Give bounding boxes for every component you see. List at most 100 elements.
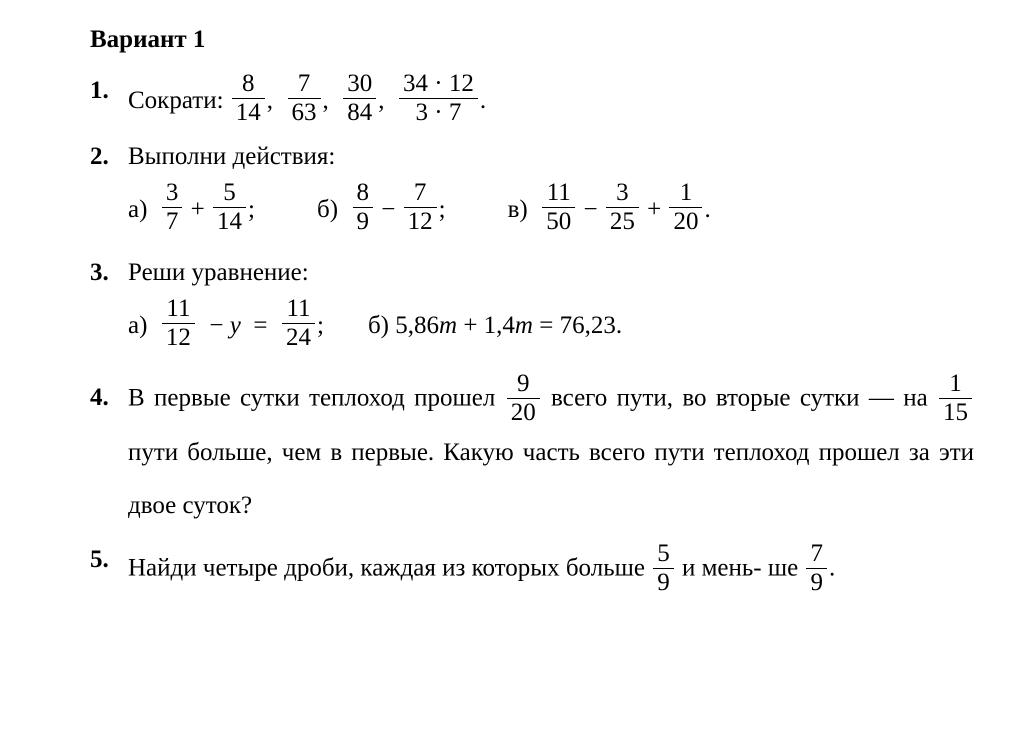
numerator: 11	[282, 296, 315, 324]
denominator: 20	[507, 399, 540, 426]
problem-2b: б) 8 9 − 7 12 ;	[317, 182, 446, 238]
problem-number: 5.	[90, 542, 122, 577]
fraction: 7 63	[288, 71, 321, 127]
numerator: 8	[353, 180, 374, 208]
denominator: 7	[162, 208, 183, 235]
denominator: 9	[806, 569, 827, 596]
text: сутки — на	[800, 384, 928, 411]
numerator: 5	[213, 180, 246, 208]
numerator: 11	[542, 180, 575, 208]
problem-number: 1.	[90, 73, 122, 108]
numerator: 9	[507, 371, 540, 399]
problem-number: 3.	[90, 255, 122, 290]
denominator: 20	[669, 208, 702, 235]
denominator: 14	[213, 208, 246, 235]
problem-2c: в) 11 50 − 3 25 + 1 20 .	[508, 182, 711, 238]
problem-3a: а) 11 12 − y = 11 24 ;	[128, 298, 324, 354]
fraction: 3 25	[606, 180, 639, 236]
numerator: 1	[669, 180, 702, 208]
fraction: 34 · 12 3 · 7	[399, 71, 478, 127]
denominator: 12	[404, 208, 437, 235]
tail: ;	[317, 308, 324, 343]
op: −	[583, 192, 597, 227]
part-label: а)	[128, 192, 147, 227]
problem-5: 5. Найди четыре дроби, каждая из которых…	[90, 542, 974, 598]
fraction: 5 9	[653, 541, 674, 597]
denominator: 14	[232, 99, 265, 126]
fraction: 11 24	[282, 296, 315, 352]
denominator: 25	[606, 208, 639, 235]
problem-1: 1. Сократи: 8 14 , 7 63 , 30 84 , 34 · 1…	[90, 73, 974, 129]
problem-1-lead: Сократи:	[128, 83, 224, 118]
fraction: 8 14	[232, 71, 265, 127]
denominator: 9	[353, 208, 374, 235]
fraction: 5 14	[213, 180, 246, 236]
text: и мень-	[682, 554, 762, 581]
problem-3b: б) 5,86m + 1,4m = 76,23.	[368, 308, 622, 343]
op: +	[191, 192, 205, 227]
denominator: 15	[939, 399, 972, 426]
problem-2-parts: а) 3 7 + 5 14 ; б) 8 9 − 7 12	[128, 182, 974, 238]
fraction: 8 9	[353, 180, 374, 236]
problem-2a: а) 3 7 + 5 14 ;	[128, 182, 255, 238]
fraction: 30 84	[343, 71, 376, 127]
part-label: б)	[317, 192, 338, 227]
tail: ;	[439, 192, 446, 227]
text: пути больше, чем в первые. Какую часть	[128, 439, 580, 466]
numerator: 1	[939, 371, 972, 399]
text: Найди четыре дроби, каждая из которых бо…	[128, 554, 645, 581]
fraction: 1 20	[669, 180, 702, 236]
text: В первые сутки теплоход прошел	[128, 384, 495, 411]
part-label: б)	[368, 308, 389, 343]
problem-3-lead: Реши уравнение:	[128, 255, 974, 290]
numerator: 30	[343, 71, 376, 99]
fraction: 1 15	[939, 371, 972, 427]
numerator: 7	[404, 180, 437, 208]
variant-title: Вариант 1	[90, 22, 974, 57]
part-label: а)	[128, 308, 147, 343]
denominator: 3 · 7	[399, 99, 478, 126]
numerator: 8	[232, 71, 265, 99]
text: всего пути, во вторые	[551, 384, 791, 411]
fraction: 3 7	[162, 180, 183, 236]
numerator: 7	[806, 541, 827, 569]
numerator: 5	[653, 541, 674, 569]
problem-2-lead: Выполни действия:	[128, 139, 974, 174]
fraction: 7 12	[404, 180, 437, 236]
op: −	[381, 192, 395, 227]
problem-4: 4. В первые сутки теплоход прошел 9 20 в…	[90, 372, 974, 533]
fraction: 11 12	[162, 296, 195, 352]
denominator: 12	[162, 324, 195, 351]
numerator: 7	[288, 71, 321, 99]
denominator: 50	[542, 208, 575, 235]
problem-2-body: Выполни действия: а) 3 7 + 5 14 ; б) 8 9	[128, 139, 974, 252]
denominator: 9	[653, 569, 674, 596]
numerator: 34 · 12	[399, 71, 478, 99]
minus: −	[209, 308, 223, 343]
problem-5-body: Найди четыре дроби, каждая из которых бо…	[128, 542, 974, 598]
denominator: 24	[282, 324, 315, 351]
problem-1-body: Сократи: 8 14 , 7 63 , 30 84 , 34 · 12 3…	[128, 73, 974, 129]
part-label: в)	[508, 192, 528, 227]
problem-3-parts: а) 11 12 − y = 11 24 ; б) 5,86m + 1,4m =…	[128, 298, 974, 354]
eq: =	[253, 308, 267, 343]
numerator: 3	[162, 180, 183, 208]
text: .	[829, 554, 835, 581]
fraction: 9 20	[507, 371, 540, 427]
fraction: 11 50	[542, 180, 575, 236]
numerator: 11	[162, 296, 195, 324]
problem-2: 2. Выполни действия: а) 3 7 + 5 14 ; б) …	[90, 139, 974, 252]
fraction: 7 9	[806, 541, 827, 597]
tail: ;	[248, 192, 255, 227]
problem-3-body: Реши уравнение: а) 11 12 − y = 11 24 ; б…	[128, 255, 974, 368]
text: ше	[768, 554, 798, 581]
problem-number: 4.	[90, 372, 122, 425]
op: +	[647, 192, 661, 227]
period: .	[480, 83, 486, 118]
denominator: 63	[288, 99, 321, 126]
variable: y	[230, 308, 241, 343]
equation-text: 5,86m + 1,4m = 76,23.	[395, 308, 622, 343]
numerator: 3	[606, 180, 639, 208]
problem-4-body: В первые сутки теплоход прошел 9 20 всег…	[128, 372, 974, 533]
problem-number: 2.	[90, 139, 122, 174]
